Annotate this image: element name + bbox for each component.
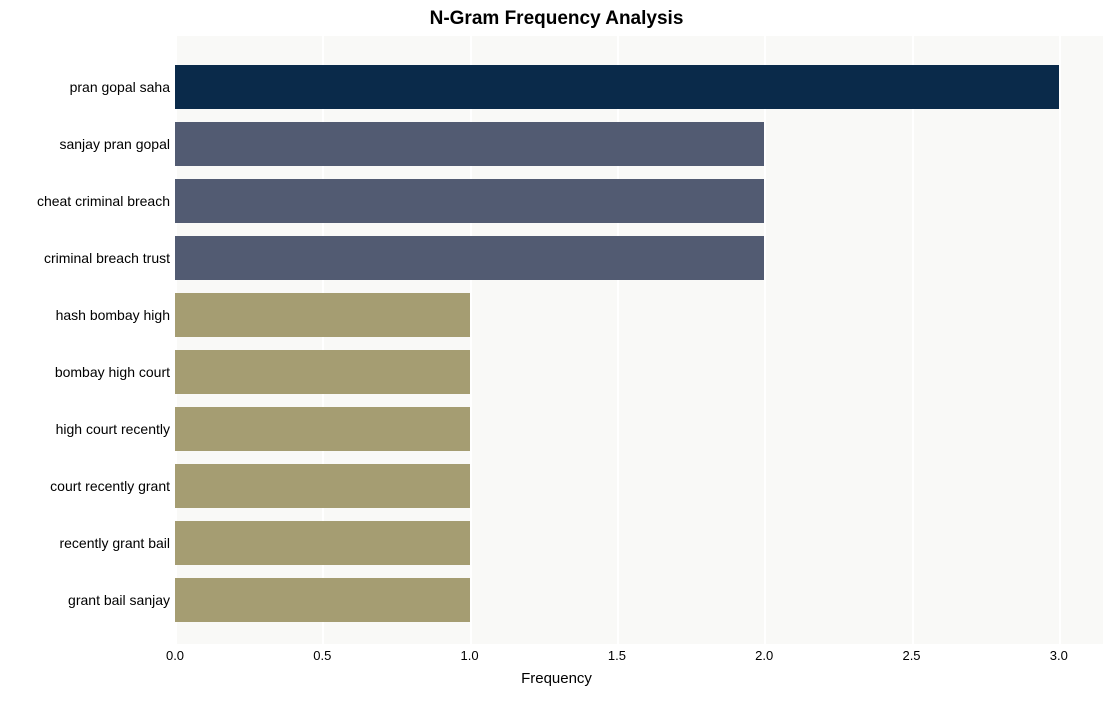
y-tick-label: cheat criminal breach: [37, 193, 170, 209]
chart-title: N-Gram Frequency Analysis: [0, 8, 1113, 30]
x-tick-label: 1.5: [608, 648, 626, 663]
y-tick-label: grant bail sanjay: [68, 592, 170, 608]
y-tick-label: hash bombay high: [56, 307, 170, 323]
y-tick-label: pran gopal saha: [70, 79, 170, 95]
bar: [175, 521, 470, 565]
gridline: [764, 36, 766, 644]
y-tick-label: criminal breach trust: [44, 250, 170, 266]
x-tick-label: 0.0: [166, 648, 184, 663]
bar: [175, 464, 470, 508]
bar: [175, 179, 764, 223]
plot-area: [175, 36, 1103, 644]
x-tick-label: 2.5: [902, 648, 920, 663]
y-tick-label: court recently grant: [50, 478, 170, 494]
bar: [175, 578, 470, 622]
bar: [175, 236, 764, 280]
x-tick-label: 1.0: [461, 648, 479, 663]
bar: [175, 293, 470, 337]
x-tick-label: 3.0: [1050, 648, 1068, 663]
gridline: [912, 36, 914, 644]
bar: [175, 65, 1059, 109]
x-tick-label: 2.0: [755, 648, 773, 663]
y-tick-label: recently grant bail: [59, 535, 170, 551]
bar: [175, 407, 470, 451]
x-axis-title: Frequency: [0, 670, 1113, 687]
bar: [175, 350, 470, 394]
x-tick-label: 0.5: [313, 648, 331, 663]
y-tick-label: sanjay pran gopal: [59, 136, 170, 152]
gridline: [1059, 36, 1061, 644]
bar: [175, 122, 764, 166]
y-tick-label: high court recently: [56, 421, 170, 437]
y-tick-label: bombay high court: [55, 364, 170, 380]
